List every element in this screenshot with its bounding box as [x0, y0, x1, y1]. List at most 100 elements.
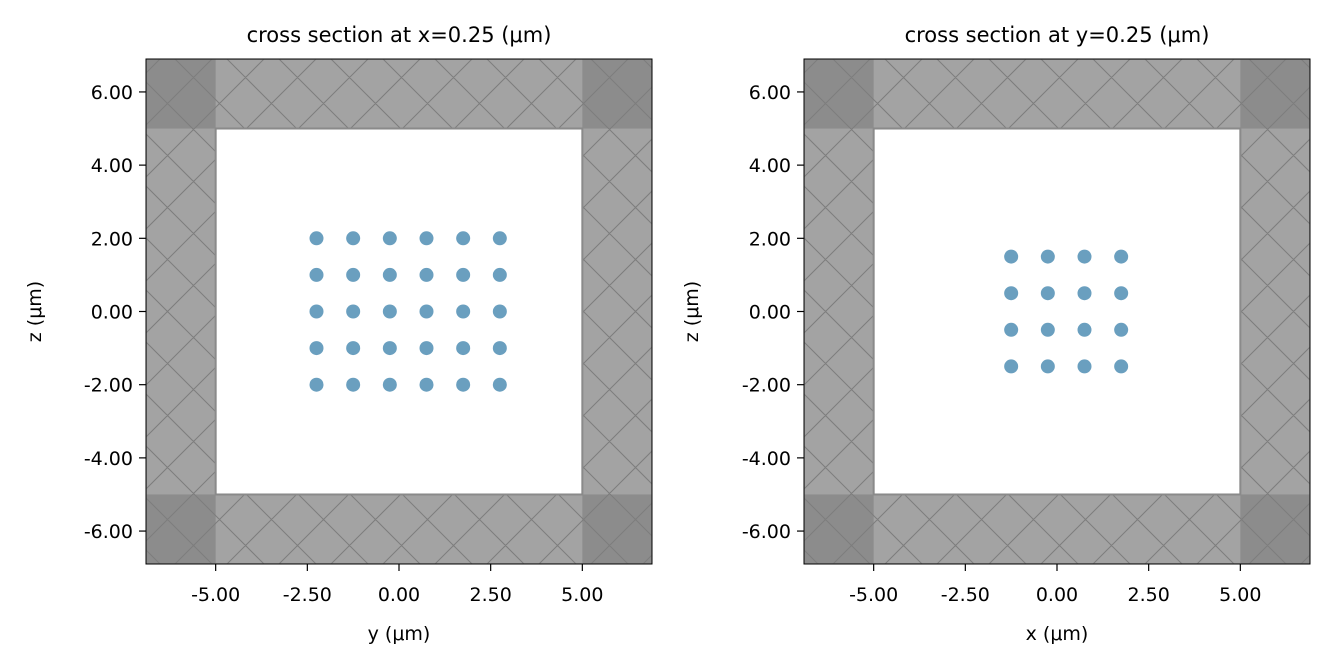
plot-area [804, 59, 1310, 564]
structure-point [419, 377, 434, 392]
x-tick-label: -5.00 [849, 584, 898, 606]
pml-right-band [582, 59, 652, 564]
structure-point [346, 341, 361, 356]
structure-point [1040, 359, 1055, 374]
x-tick-label: -2.50 [941, 584, 990, 606]
x-axis: -5.00 -2.50 0.00 2.50 5.00 [849, 564, 1261, 606]
structure-point [309, 377, 324, 392]
structure-point [1114, 286, 1129, 301]
structure-point [1077, 249, 1092, 264]
pml-right-band [1240, 59, 1310, 564]
x-tick-label: 5.00 [561, 584, 603, 606]
structure-point [456, 377, 471, 392]
pml-left-band [804, 59, 874, 564]
structure-point [1004, 286, 1019, 301]
structure-point [1114, 359, 1129, 374]
structure-point [1040, 249, 1055, 264]
structure-point [456, 304, 471, 319]
structure-point [419, 341, 434, 356]
structure-point [492, 377, 507, 392]
structure-point [419, 267, 434, 282]
structure-point [492, 267, 507, 282]
simulation-region [873, 128, 1241, 495]
structure-point [1004, 322, 1019, 337]
pml-top-band [146, 59, 652, 129]
structure-point [419, 231, 434, 246]
y-tick-label: 2.00 [749, 228, 791, 250]
x-tick-label: 2.50 [1128, 584, 1170, 606]
pml-corner [1240, 494, 1310, 564]
structure-point [456, 341, 471, 356]
y-tick-label: 0.00 [91, 302, 133, 324]
chart-title: cross section at y=0.25 (μm) [905, 23, 1210, 47]
pml-corner [582, 59, 652, 129]
structure-point [1114, 249, 1129, 264]
y-tick-label: 4.00 [749, 155, 791, 177]
x-tick-label: -2.50 [283, 584, 332, 606]
structure-point [492, 304, 507, 319]
y-tick-label: -6.00 [84, 521, 133, 543]
chart-title: cross section at x=0.25 (μm) [247, 23, 552, 47]
structure-point [309, 341, 324, 356]
structure-point [492, 231, 507, 246]
structure-point [346, 231, 361, 246]
subplot-left: cross section at x=0.25 (μm) -5.00 -2.50 0… [24, 23, 653, 645]
simulation-region [215, 128, 583, 495]
structure-point [346, 377, 361, 392]
structure-point [1004, 249, 1019, 264]
y-tick-label: -6.00 [742, 521, 791, 543]
structure-point [492, 341, 507, 356]
x-axis-label: y (μm) [368, 623, 431, 645]
y-tick-label: -4.00 [742, 448, 791, 470]
y-axis-label: z (μm) [24, 281, 46, 342]
structure-point [1077, 322, 1092, 337]
pml-top-band [804, 59, 1310, 129]
x-tick-label: 0.00 [378, 584, 420, 606]
structure-point [382, 267, 397, 282]
x-tick-label: 2.50 [470, 584, 512, 606]
x-tick-label: 5.00 [1219, 584, 1261, 606]
pml-corner [1240, 59, 1310, 129]
x-axis: -5.00 -2.50 0.00 2.50 5.00 [191, 564, 603, 606]
y-tick-label: 6.00 [749, 82, 791, 104]
y-tick-label: 4.00 [91, 155, 133, 177]
structure-point [1077, 286, 1092, 301]
structure-point [382, 341, 397, 356]
structure-point [309, 231, 324, 246]
structure-point [346, 267, 361, 282]
structure-point [382, 304, 397, 319]
subplot-right: cross section at y=0.25 (μm) -5.00 -2.50 0… [681, 23, 1311, 645]
pml-left-band [146, 59, 216, 564]
y-tick-label: -2.00 [84, 375, 133, 397]
x-tick-label: 0.00 [1036, 584, 1078, 606]
structure-point [382, 231, 397, 246]
structure-point [1040, 322, 1055, 337]
y-axis: 6.00 4.00 2.00 0.00 -2.00 -4.00 -6.00 [742, 82, 804, 543]
y-tick-label: -4.00 [84, 448, 133, 470]
structure-point [309, 267, 324, 282]
y-axis: 6.00 4.00 2.00 0.00 -2.00 -4.00 -6.00 [84, 82, 146, 543]
structure-point [1077, 359, 1092, 374]
pml-bottom-band [804, 494, 1310, 564]
y-tick-label: -2.00 [742, 375, 791, 397]
plot-area [146, 59, 652, 564]
structure-point [309, 304, 324, 319]
pml-corner [582, 494, 652, 564]
structure-point [419, 304, 434, 319]
y-tick-label: 2.00 [91, 228, 133, 250]
structure-point [1114, 322, 1129, 337]
structure-point [1004, 359, 1019, 374]
pml-bottom-band [146, 494, 652, 564]
y-tick-label: 0.00 [749, 302, 791, 324]
structure-point [1040, 286, 1055, 301]
structure-point [456, 231, 471, 246]
structure-point [346, 304, 361, 319]
y-axis-label: z (μm) [681, 281, 703, 342]
x-axis-label: x (μm) [1026, 623, 1089, 645]
structure-point [456, 267, 471, 282]
structure-point [382, 377, 397, 392]
y-tick-label: 6.00 [91, 82, 133, 104]
simulation-boundary [872, 127, 1242, 496]
x-tick-label: -5.00 [191, 584, 240, 606]
